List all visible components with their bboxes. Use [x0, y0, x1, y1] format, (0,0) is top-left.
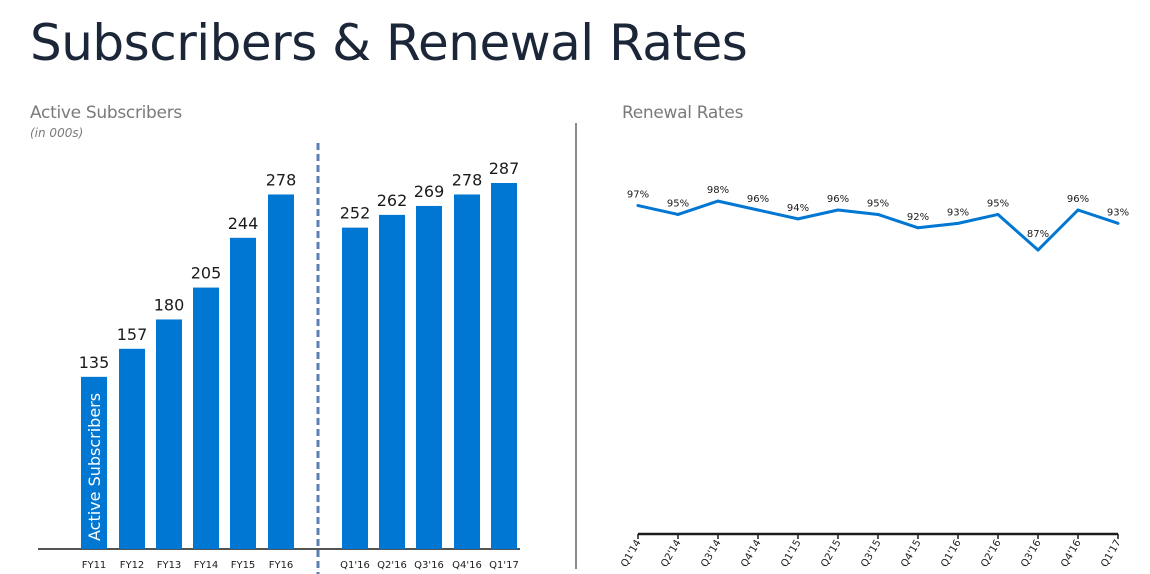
x-tick-label: FY11: [82, 560, 107, 571]
data-label: 93%: [947, 207, 969, 218]
x-tick-label: Q1'16: [340, 560, 370, 571]
x-tick-label: Q3'16: [1019, 538, 1043, 569]
data-point: [1076, 208, 1080, 212]
bar-FY15: [230, 237, 256, 549]
bar-Q1'16: [342, 227, 368, 549]
data-point: [756, 208, 760, 212]
data-point: [1116, 221, 1120, 225]
in-bar-series-label: Active Subscribers: [85, 393, 104, 541]
bar-value-label: 157: [117, 325, 148, 344]
data-point: [636, 204, 640, 208]
data-label: 92%: [907, 212, 929, 223]
bar-FY11: [81, 376, 107, 549]
x-tick-label: Q4'15: [899, 538, 923, 569]
bar-value-label: 180: [154, 295, 185, 314]
page-title: Subscribers & Renewal Rates: [30, 14, 748, 72]
bar-FY16: [268, 194, 294, 549]
bar-value-label: 205: [191, 264, 222, 283]
x-tick-label: Q4'16: [452, 560, 482, 571]
bar-Q2'16: [379, 214, 405, 549]
data-point: [796, 217, 800, 221]
bar-Q1'17: [491, 183, 517, 549]
subscribers-bar-chart: 135 FY11 157 FY12 180 FY13 205 FY14 244 FY15 278 FY…: [38, 143, 520, 574]
bar-value-label: 269: [414, 182, 445, 201]
x-tick-label: FY13: [157, 560, 182, 571]
data-point: [676, 212, 680, 216]
bar-Q4'16: [454, 194, 480, 549]
bar-FY12: [119, 348, 145, 549]
data-label: 94%: [787, 203, 809, 214]
x-tick-label: Q2'16: [979, 538, 1003, 569]
x-tick-label: Q4'14: [739, 538, 763, 569]
data-point: [956, 221, 960, 225]
data-point: [716, 199, 720, 203]
x-tick-label: Q2'15: [819, 538, 843, 569]
data-label: 95%: [667, 198, 689, 209]
x-tick-label: FY14: [194, 560, 219, 571]
data-label: 95%: [987, 198, 1009, 209]
renewal-chart-title: Renewal Rates: [622, 103, 744, 123]
bar-value-label: 244: [228, 214, 259, 233]
x-tick-label: Q1'17: [1099, 538, 1123, 569]
bar-value-label: 262: [377, 191, 408, 210]
bar-value-label: 135: [79, 353, 110, 372]
panel-divider: [575, 123, 577, 569]
data-label: 98%: [707, 185, 729, 196]
bar-FY14: [193, 287, 219, 549]
x-tick-label: FY15: [231, 560, 256, 571]
data-label: 96%: [827, 194, 849, 205]
x-tick-label: FY16: [269, 560, 294, 571]
x-tick-label: Q3'16: [414, 560, 444, 571]
data-label: 97%: [627, 190, 649, 201]
x-tick-label: Q1'17: [489, 560, 519, 571]
bar-value-label: 278: [452, 170, 483, 189]
x-tick-label: FY12: [120, 560, 145, 571]
x-tick-label: Q2'14: [659, 538, 683, 569]
x-tick-label: Q2'16: [377, 560, 407, 571]
x-tick-label: Q1'16: [939, 538, 963, 569]
subscribers-chart-title: Active Subscribers: [30, 103, 182, 123]
x-tick-label: Q4'16: [1059, 538, 1083, 569]
bar-FY13: [156, 319, 182, 549]
x-tick-label: Q1'15: [779, 538, 803, 569]
data-point: [996, 212, 1000, 216]
data-point: [876, 212, 880, 216]
data-label: 87%: [1027, 229, 1049, 240]
x-tick-label: Q3'14: [699, 538, 723, 569]
bar-Q3'16: [416, 205, 442, 549]
data-point: [836, 208, 840, 212]
data-point: [1036, 248, 1040, 252]
subscribers-chart-subtitle: (in 000s): [30, 126, 84, 140]
data-label: 96%: [1067, 194, 1089, 205]
x-tick-label: Q1'14: [619, 538, 643, 569]
data-point: [916, 226, 920, 230]
bar-value-label: 278: [266, 170, 297, 189]
data-label: 93%: [1107, 207, 1129, 218]
data-label: 96%: [747, 194, 769, 205]
data-label: 95%: [867, 198, 889, 209]
bar-value-label: 252: [340, 204, 371, 223]
bar-value-label: 287: [489, 159, 520, 178]
x-tick-label: Q3'15: [859, 538, 883, 569]
